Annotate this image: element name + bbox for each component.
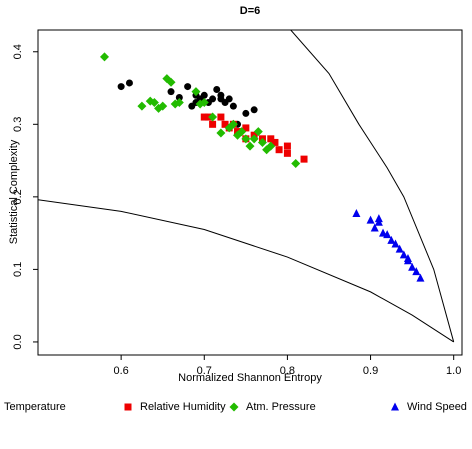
point [166,77,176,87]
point [100,52,110,62]
y-tick-label: 0.0 [12,334,24,349]
x-tick-label: 0.7 [197,365,212,377]
legend-label: Relative Humidity [140,401,226,413]
point [225,95,233,103]
point [408,262,417,271]
point [200,113,208,121]
point [253,127,263,137]
point [283,149,291,157]
point [242,109,250,117]
point [158,101,168,111]
point [366,215,375,224]
x-tick-label: 0.9 [363,365,378,377]
point [149,98,159,108]
point [370,223,379,232]
point [125,79,133,87]
legend-label: Atm. Pressure [246,401,316,413]
y-tick-label: 0.4 [12,44,24,59]
point [208,112,218,122]
point [184,83,192,91]
x-axis-label: Normalized Shannon Entropy [178,372,322,384]
point [257,137,267,147]
point [271,138,279,146]
point [241,134,251,144]
point [213,85,221,93]
point [275,146,283,154]
x-tick-label: 0.8 [280,365,295,377]
x-tick-label: 0.6 [113,365,128,377]
point [237,127,247,137]
point [412,267,421,276]
point [229,102,237,110]
point [221,120,229,128]
point [174,98,184,108]
point [391,239,400,248]
point [245,141,255,151]
point [117,83,125,91]
point [267,135,275,143]
point [199,98,209,108]
point [399,250,408,259]
point [300,155,308,163]
y-tick-label: 0.1 [12,262,24,277]
legend-marker [391,402,399,411]
point [175,93,183,101]
legend-label: Temperature [4,401,66,413]
point [217,95,225,103]
point [216,128,226,138]
y-tick-label: 0.3 [12,117,24,132]
point [403,254,412,263]
y-tick-label: 0.2 [12,189,24,204]
point [291,158,301,168]
point [137,101,147,111]
point [209,120,217,128]
point [167,88,175,96]
point [249,134,259,144]
point [383,230,392,239]
legend-marker [229,402,239,412]
point [200,91,208,99]
point [387,235,396,244]
y-axis-label: Statistical Complexity [8,139,20,244]
point [217,113,225,121]
point [191,87,201,97]
point [374,217,383,226]
point [416,273,425,282]
x-tick-label: 1.0 [446,365,461,377]
boundary-curve [38,199,454,343]
legend-marker [124,403,132,411]
boundary-curve [290,30,455,343]
chart-title: D=6 [240,5,261,17]
point [242,124,250,132]
point [352,209,361,218]
point [228,119,238,129]
point [283,142,291,150]
point [250,106,258,114]
point [209,95,217,103]
legend-label: Wind Speed [407,401,467,413]
plot-frame [37,29,463,356]
point [266,141,276,151]
point [395,244,404,253]
